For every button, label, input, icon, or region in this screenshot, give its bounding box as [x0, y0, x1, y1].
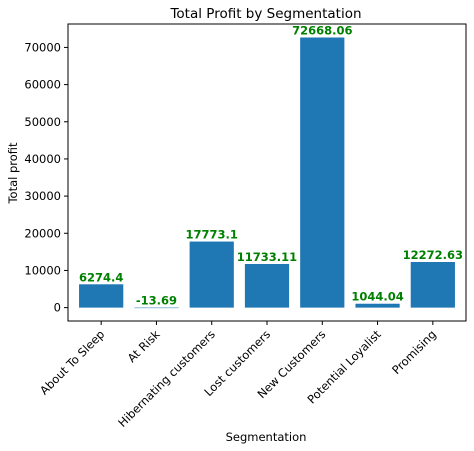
data-label: 11733.11	[237, 250, 297, 264]
bar	[355, 303, 400, 308]
bar	[244, 264, 290, 308]
y-tick-label: 70000	[24, 40, 61, 54]
x-tick-label: Promising	[389, 327, 439, 377]
data-labels-layer: 6274.4 -13.69 17773.1 11733.11 72668.06 1044.…	[79, 24, 463, 308]
data-label: 6274.4	[79, 270, 123, 284]
x-tick-label: At Risk	[125, 327, 163, 365]
bar	[134, 307, 179, 309]
data-label: -13.69	[136, 294, 177, 308]
y-tick-label: 60000	[24, 78, 61, 92]
y-tick-label: 50000	[24, 115, 61, 129]
y-axis: 0 10000 20000 30000 40000 50000 60000 70000	[24, 40, 68, 315]
y-axis-title: Total profit	[6, 142, 20, 205]
y-tick-label: 30000	[24, 189, 61, 203]
bar	[300, 37, 345, 308]
y-tick-label: 0	[54, 301, 61, 315]
data-label: 72668.06	[292, 24, 352, 38]
y-tick-label: 10000	[24, 263, 61, 277]
chart-title: Total Profit by Segmentation	[169, 6, 361, 22]
y-tick-label: 40000	[24, 152, 61, 166]
bar	[189, 241, 234, 308]
bar	[79, 284, 124, 308]
data-label: 1044.04	[351, 290, 403, 304]
y-tick-label: 20000	[24, 226, 61, 240]
bar	[410, 261, 455, 308]
bars-layer	[79, 37, 455, 309]
x-tick-label: About To Sleep	[37, 327, 107, 397]
data-label: 12272.63	[403, 248, 463, 262]
x-axis-title: Segmentation	[226, 430, 307, 444]
x-tick-label: Hibernating customers	[115, 327, 218, 430]
data-label: 17773.1	[186, 228, 238, 242]
